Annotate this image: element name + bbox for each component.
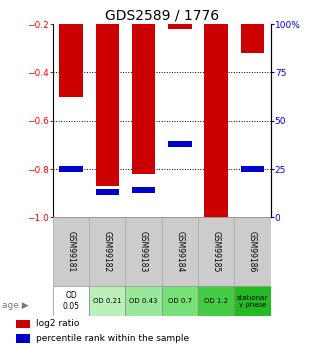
Bar: [198, 286, 234, 316]
Bar: [168, 0, 192, 29]
Text: percentile rank within the sample: percentile rank within the sample: [35, 334, 189, 343]
Bar: [59, 166, 83, 172]
Bar: [16, 334, 30, 343]
Text: age ▶: age ▶: [2, 301, 28, 310]
Bar: [168, 141, 192, 147]
Text: OD 0.21: OD 0.21: [93, 298, 122, 304]
Bar: [132, 0, 156, 174]
Text: OD 1.2: OD 1.2: [204, 298, 228, 304]
Title: GDS2589 / 1776: GDS2589 / 1776: [105, 9, 219, 23]
Text: GSM99181: GSM99181: [67, 231, 76, 273]
Bar: [89, 286, 125, 316]
Bar: [95, 189, 119, 195]
Bar: [53, 217, 89, 286]
Bar: [234, 286, 271, 316]
Text: OD 0.7: OD 0.7: [168, 298, 192, 304]
Text: GSM99183: GSM99183: [139, 231, 148, 273]
Bar: [16, 320, 30, 328]
Text: GSM99185: GSM99185: [212, 231, 220, 273]
Bar: [125, 217, 162, 286]
Bar: [204, 0, 228, 217]
Text: GSM99182: GSM99182: [103, 231, 112, 273]
Text: OD 0.43: OD 0.43: [129, 298, 158, 304]
Text: GSM99184: GSM99184: [175, 231, 184, 273]
Bar: [89, 217, 125, 286]
Bar: [53, 286, 89, 316]
Bar: [198, 217, 234, 286]
Bar: [162, 217, 198, 286]
Text: log2 ratio: log2 ratio: [35, 319, 79, 328]
Bar: [59, 0, 83, 97]
Bar: [241, 0, 264, 53]
Text: OD
0.05: OD 0.05: [63, 291, 80, 311]
Bar: [162, 286, 198, 316]
Bar: [95, 0, 119, 186]
Text: stationar
y phase: stationar y phase: [237, 295, 268, 307]
Bar: [132, 187, 156, 193]
Bar: [234, 217, 271, 286]
Text: GSM99186: GSM99186: [248, 231, 257, 273]
Bar: [241, 166, 264, 172]
Bar: [125, 286, 162, 316]
